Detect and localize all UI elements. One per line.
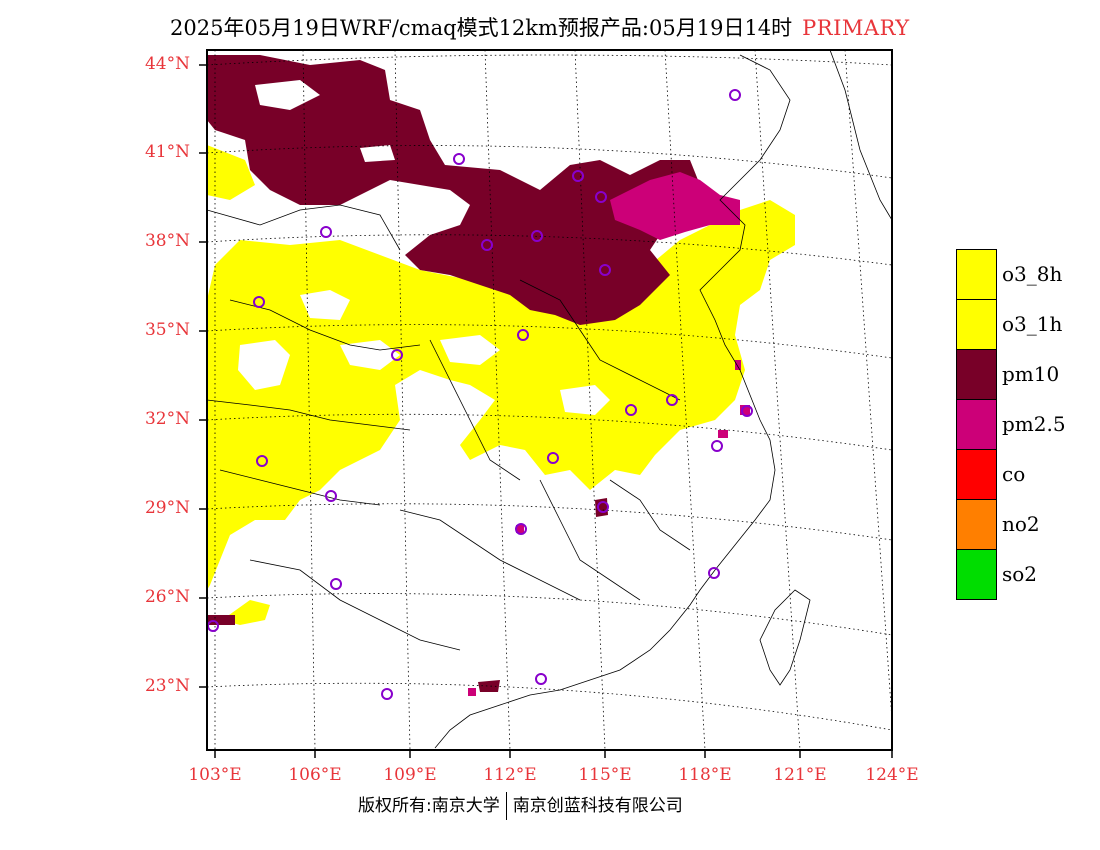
lat-label: 26°N bbox=[144, 587, 190, 607]
graticule bbox=[207, 50, 892, 750]
lon-label: 121°E bbox=[773, 765, 827, 785]
lat-label: 41°N bbox=[144, 142, 190, 162]
copyright-divider bbox=[505, 792, 507, 820]
legend-label: no2 bbox=[1002, 512, 1040, 536]
lon-label: 115°E bbox=[578, 765, 632, 785]
legend-swatch bbox=[956, 349, 997, 400]
lon-label: 103°E bbox=[188, 765, 242, 785]
map-frame bbox=[206, 49, 893, 751]
pm25-region bbox=[468, 172, 750, 696]
legend-label: co bbox=[1002, 462, 1026, 486]
clean-area bbox=[255, 80, 395, 162]
lon-label: 124°E bbox=[865, 765, 919, 785]
axis-ticks bbox=[199, 64, 893, 758]
lon-label: 106°E bbox=[288, 765, 342, 785]
lat-label: 38°N bbox=[144, 231, 190, 251]
lon-label: 118°E bbox=[678, 765, 732, 785]
legend-swatch bbox=[956, 249, 997, 300]
legend-label: o3_1h bbox=[1002, 312, 1063, 336]
ozone-region bbox=[207, 145, 795, 625]
boundaries bbox=[207, 50, 892, 749]
primary-badge: PRIMARY bbox=[802, 16, 910, 40]
lon-label: 112°E bbox=[483, 765, 537, 785]
legend-swatch bbox=[956, 449, 997, 500]
chart-title: 2025年05月19日WRF/cmaq模式12km预报产品:05月19日14时 P… bbox=[170, 12, 910, 42]
legend-label: so2 bbox=[1002, 562, 1038, 586]
clean-area bbox=[238, 290, 610, 415]
lat-label: 35°N bbox=[144, 320, 190, 340]
lat-label: 32°N bbox=[144, 409, 190, 429]
legend-label: pm2.5 bbox=[1002, 412, 1066, 436]
copyright-right: 南京创蓝科技有限公司 bbox=[512, 796, 683, 816]
legend-label: pm10 bbox=[1002, 362, 1060, 386]
legend-swatch bbox=[956, 399, 997, 450]
lat-label: 23°N bbox=[144, 676, 190, 696]
station-markers bbox=[207, 89, 753, 700]
copyright: 版权所有:南京大学 南京创蓝科技有限公司 bbox=[358, 791, 683, 820]
copyright-left: 版权所有:南京大学 bbox=[358, 796, 500, 816]
title-text: 2025年05月19日WRF/cmaq模式12km预报产品:05月19日14时 bbox=[170, 16, 793, 40]
legend-swatch bbox=[956, 299, 997, 350]
lon-label: 109°E bbox=[383, 765, 437, 785]
legend-swatch bbox=[956, 549, 997, 600]
lat-label: 44°N bbox=[144, 54, 190, 74]
legend-label: o3_8h bbox=[1002, 262, 1063, 286]
lat-label: 29°N bbox=[144, 498, 190, 518]
legend-swatch bbox=[956, 499, 997, 550]
